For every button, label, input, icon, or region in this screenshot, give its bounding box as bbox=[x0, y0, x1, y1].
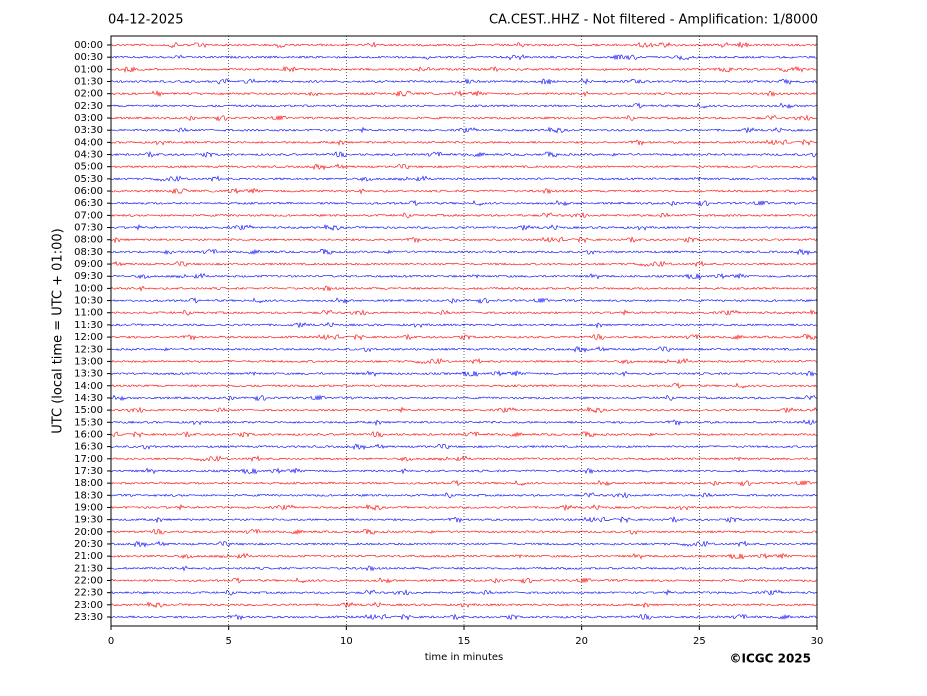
trace bbox=[110, 150, 818, 158]
y-tick-label: 13:30 bbox=[74, 369, 103, 380]
trace bbox=[110, 211, 818, 219]
x-tick-label: 30 bbox=[811, 636, 824, 647]
y-tick-label: 03:00 bbox=[74, 113, 103, 124]
trace bbox=[111, 187, 818, 195]
trace bbox=[110, 443, 818, 451]
y-tick-label: 15:00 bbox=[74, 405, 103, 416]
trace bbox=[110, 248, 818, 256]
trace bbox=[110, 260, 818, 268]
y-tick-label: 00:00 bbox=[74, 40, 103, 51]
y-tick-label: 02:30 bbox=[74, 101, 103, 112]
trace bbox=[110, 175, 818, 182]
trace bbox=[110, 163, 818, 171]
chart-title: 04-12-2025 bbox=[108, 13, 184, 28]
y-tick-label: 10:30 bbox=[74, 296, 103, 307]
y-tick-label: 06:00 bbox=[74, 186, 103, 197]
x-tick-label: 15 bbox=[458, 636, 471, 647]
y-tick-label: 09:00 bbox=[74, 259, 103, 270]
y-tick-label: 16:00 bbox=[74, 429, 103, 440]
y-tick-label: 22:30 bbox=[74, 588, 103, 599]
y-tick-label: 10:00 bbox=[74, 283, 103, 294]
x-axis-label: time in minutes bbox=[425, 652, 504, 663]
trace bbox=[110, 601, 818, 609]
y-tick-label: 04:00 bbox=[74, 137, 103, 148]
trace bbox=[110, 589, 818, 596]
x-tick-label: 5 bbox=[225, 636, 231, 647]
x-tick-label: 10 bbox=[340, 636, 353, 647]
trace bbox=[110, 577, 818, 584]
y-tick-label: 14:00 bbox=[74, 381, 103, 392]
trace bbox=[110, 357, 818, 365]
y-tick-label: 16:30 bbox=[74, 442, 103, 453]
trace bbox=[110, 552, 818, 560]
y-tick-label: 18:30 bbox=[74, 490, 103, 501]
y-tick-label: 17:00 bbox=[74, 454, 103, 465]
y-tick-label: 06:30 bbox=[74, 198, 103, 209]
y-tick-label: 07:00 bbox=[74, 210, 103, 221]
trace bbox=[110, 333, 818, 341]
y-tick-label: 04:30 bbox=[74, 150, 103, 161]
y-tick-label: 20:30 bbox=[74, 539, 103, 550]
trace bbox=[110, 114, 818, 122]
y-tick-label: 02:00 bbox=[74, 89, 103, 100]
trace bbox=[110, 126, 818, 134]
y-tick-label: 01:00 bbox=[74, 64, 103, 75]
y-tick-label: 17:30 bbox=[74, 466, 103, 477]
y-tick-label: 18:00 bbox=[74, 478, 103, 489]
y-tick-label: 14:30 bbox=[74, 393, 103, 404]
y-tick-label: 01:30 bbox=[74, 77, 103, 88]
y-tick-label: 09:30 bbox=[74, 271, 103, 282]
y-tick-label: 05:30 bbox=[74, 174, 103, 185]
chart-subtitle: CA.CEST..HHZ - Not filtered - Amplificat… bbox=[489, 13, 818, 28]
credit: ©ICGC 2025 bbox=[729, 652, 811, 666]
y-tick-label: 20:00 bbox=[74, 527, 103, 538]
x-tick-label: 0 bbox=[108, 636, 114, 647]
y-tick-label: 11:30 bbox=[74, 320, 103, 331]
trace bbox=[110, 223, 818, 232]
x-tick-label: 20 bbox=[575, 636, 588, 647]
y-tick-label: 08:30 bbox=[74, 247, 103, 258]
y-tick-label: 00:30 bbox=[74, 52, 103, 63]
y-tick-label: 19:30 bbox=[74, 515, 103, 526]
y-tick-label: 12:30 bbox=[74, 344, 103, 355]
trace bbox=[110, 370, 818, 377]
y-axis-label: UTC (local time = UTC + 01:00) bbox=[51, 228, 66, 433]
y-tick-label: 11:00 bbox=[74, 308, 103, 319]
y-tick-label: 23:00 bbox=[74, 600, 103, 611]
y-tick-label: 15:30 bbox=[74, 417, 103, 428]
x-tick-label: 25 bbox=[693, 636, 706, 647]
y-tick-label: 19:00 bbox=[74, 502, 103, 513]
y-tick-label: 12:00 bbox=[74, 332, 103, 343]
y-tick-label: 21:30 bbox=[74, 563, 103, 574]
y-tick-label: 08:00 bbox=[74, 235, 103, 246]
trace bbox=[110, 236, 818, 244]
trace bbox=[110, 467, 818, 475]
trace bbox=[110, 430, 818, 438]
y-tick-label: 21:00 bbox=[74, 551, 103, 562]
y-tick-label: 07:30 bbox=[74, 223, 103, 234]
trace bbox=[110, 565, 818, 572]
y-tick-label: 13:00 bbox=[74, 356, 103, 367]
y-tick-label: 03:30 bbox=[74, 125, 103, 136]
y-tick-label: 23:30 bbox=[74, 612, 103, 623]
y-tick-label: 22:00 bbox=[74, 575, 103, 586]
y-tick-label: 05:00 bbox=[74, 162, 103, 173]
trace bbox=[110, 346, 818, 353]
